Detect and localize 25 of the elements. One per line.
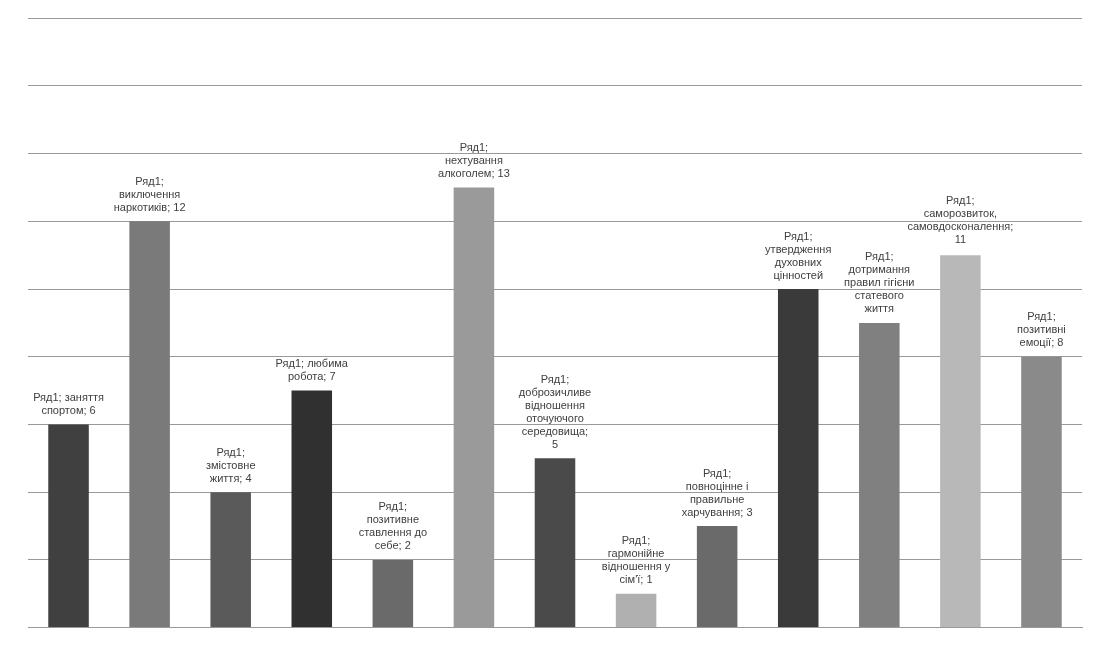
data-label: Ряд1; заняття спортом; 6 <box>33 391 104 416</box>
data-label: Ряд1; утвердження духовних цінностей <box>765 229 832 281</box>
bar <box>696 526 738 628</box>
bar <box>129 221 170 628</box>
data-label: Ряд1; змістовне життя; 4 <box>205 445 256 484</box>
data-label: Ряд1; любима робота; 7 <box>275 357 349 383</box>
bar <box>48 424 89 628</box>
data-label: Ряд1; саморозвиток, самовдосконалення; 11 <box>907 193 1014 245</box>
bar <box>534 458 576 628</box>
bar <box>210 492 251 628</box>
data-label: Ряд1; нехтування алкоголем; 13 <box>438 141 510 180</box>
data-label: Ряд1; позитивне ставлення до себе; 2 <box>358 500 428 552</box>
bar <box>372 559 414 628</box>
bar <box>291 390 333 628</box>
data-label: Ряд1; доброзичливе відношення оточуючого середовища; 5 <box>518 372 592 450</box>
bar <box>777 289 819 628</box>
data-label: Ряд1; гармонійне відношення у сім'ї; 1 <box>601 534 671 586</box>
data-label: Ряд1; повноцінне і правильне харчування; 3 <box>681 466 753 518</box>
bar <box>1021 356 1062 628</box>
data-label: Ряд1; дотримання правил гігієни статевого життя <box>844 250 915 315</box>
data-label: Ряд1; виключення наркотиків; 12 <box>113 174 186 213</box>
bar <box>859 322 900 628</box>
bar <box>615 593 657 628</box>
data-label: Ряд1; позитивні емоції; 8 <box>1017 310 1066 349</box>
bar <box>940 255 981 628</box>
